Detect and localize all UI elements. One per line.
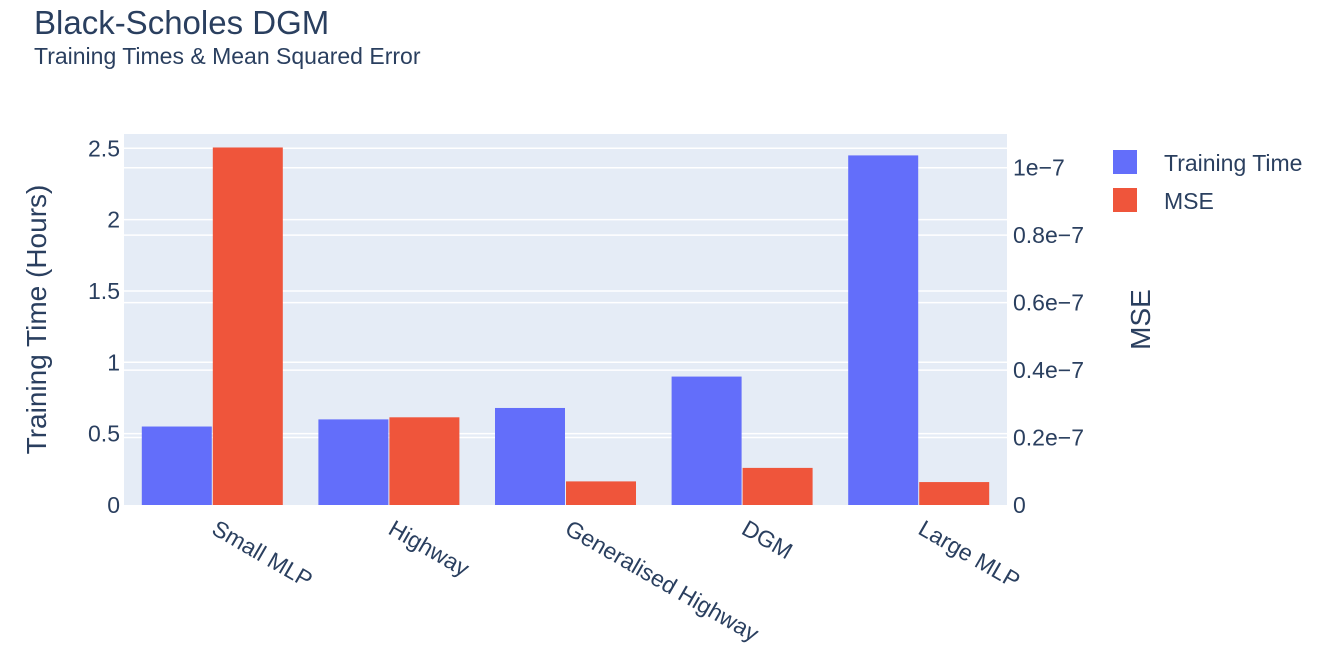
y-left-tick-label: 2 — [107, 207, 120, 233]
y-right-tick-label: 0.8e−7 — [1013, 222, 1084, 248]
y-left-tick-label: 0 — [107, 492, 120, 518]
chart-subtitle: Training Times & Mean Squared Error — [34, 43, 421, 69]
x-tick-label: Small MLP — [208, 515, 317, 593]
y-axis-left-label: Training Time (Hours) — [21, 185, 52, 455]
y-right-tick-label: 0.4e−7 — [1013, 357, 1084, 383]
y-right-tick-label: 0.2e−7 — [1013, 425, 1084, 451]
y-axis-right-label: MSE — [1125, 289, 1156, 350]
bar-training-time-dgm[interactable] — [671, 376, 742, 505]
x-tick-label: Generalised Highway — [561, 515, 764, 647]
y-left-tick-label: 0.5 — [88, 421, 120, 447]
legend-label[interactable]: MSE — [1164, 188, 1214, 214]
y-left-tick-label: 1 — [107, 349, 120, 375]
bar-mse-generalised-highway[interactable] — [566, 481, 636, 505]
y-right-tick-label: 1e−7 — [1013, 155, 1065, 181]
legend-swatch[interactable] — [1113, 150, 1137, 174]
y-left-tick-label: 2.5 — [88, 135, 120, 161]
legend-label[interactable]: Training Time — [1164, 150, 1302, 176]
x-tick-label: Large MLP — [914, 515, 1024, 594]
y-right-tick-label: 0.6e−7 — [1013, 290, 1084, 316]
y-right-tick-label: 0 — [1013, 492, 1026, 518]
bar-layer — [141, 147, 990, 505]
bar-training-time-large-mlp[interactable] — [848, 155, 919, 505]
legend[interactable]: Training Time MSE — [1113, 150, 1302, 214]
bar-training-time-generalised-highway[interactable] — [495, 407, 565, 505]
legend-swatch[interactable] — [1113, 188, 1137, 212]
bar-mse-highway[interactable] — [389, 417, 460, 505]
x-tick-label: Highway — [384, 515, 474, 582]
bar-training-time-highway[interactable] — [318, 419, 389, 505]
bar-mse-dgm[interactable] — [742, 467, 813, 505]
left-axis-ticks: 0 0.5 1 1.5 2 2.5 — [88, 135, 120, 518]
bar-mse-small-mlp[interactable] — [212, 147, 283, 505]
bar-training-time-small-mlp[interactable] — [141, 426, 212, 505]
right-axis-ticks: 0 0.2e−7 0.4e−7 0.6e−7 0.8e−7 1e−7 — [1013, 155, 1084, 518]
y-left-tick-label: 1.5 — [88, 278, 120, 304]
x-tick-label: DGM — [738, 515, 797, 564]
bar-mse-large-mlp[interactable] — [919, 482, 990, 505]
chart-title: Black-Scholes DGM — [34, 4, 330, 41]
